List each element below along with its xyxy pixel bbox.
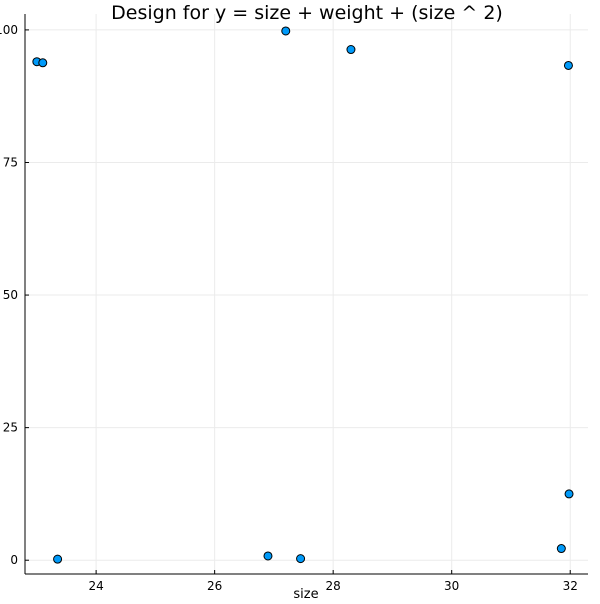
y-tick-label: 25: [3, 421, 18, 435]
y-tick-label: 50: [3, 288, 18, 302]
x-tick-label: 30: [444, 579, 459, 593]
data-point: [296, 554, 306, 564]
data-point: [53, 554, 63, 564]
data-point: [346, 45, 356, 55]
data-point: [263, 551, 273, 561]
data-point: [556, 544, 566, 554]
x-tick-label: 26: [207, 579, 222, 593]
x-tick-label: 32: [563, 579, 578, 593]
y-tick-label: 0: [10, 553, 18, 567]
x-tick-label: 24: [88, 579, 103, 593]
tick-label-layer: 24 26 28 30 32 0 25 50 75 100: [0, 23, 578, 593]
y-tick-label: 100: [0, 23, 18, 37]
data-point: [564, 489, 574, 499]
y-tick-label: 75: [3, 155, 18, 169]
grid-layer: [25, 14, 588, 574]
chart-title: Design for y = size + weight + (size ^ 2…: [111, 2, 503, 24]
data-points: [32, 26, 574, 564]
x-axis-label: size: [293, 587, 318, 600]
data-point: [563, 60, 573, 70]
data-point: [38, 58, 48, 68]
data-point: [281, 26, 291, 36]
axis-layer: [24, 14, 588, 575]
x-tick-label: 28: [326, 579, 341, 593]
